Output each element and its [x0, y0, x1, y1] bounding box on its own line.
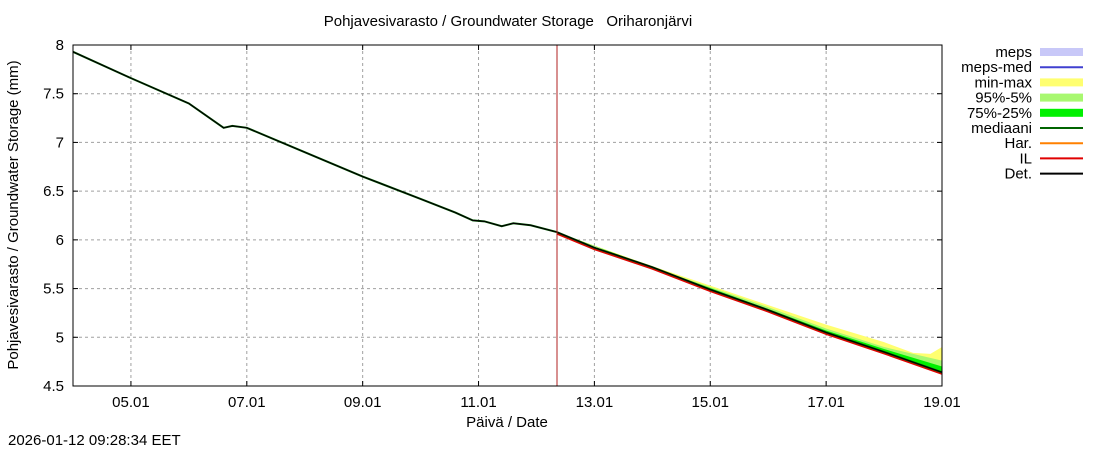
y-tick-label: 8	[56, 37, 64, 54]
legend-label: Har.	[1004, 135, 1032, 152]
x-tick-label: 07.01	[228, 394, 266, 411]
y-tick-label: 6	[56, 232, 64, 249]
legend-swatch	[1040, 108, 1083, 117]
y-tick-label: 5	[56, 329, 64, 346]
y-tick-label: 4.5	[43, 378, 64, 395]
series-lines	[72, 50, 943, 375]
legend-swatch	[1040, 48, 1083, 56]
legend-label: 95%-5%	[975, 90, 1032, 107]
x-tick-label: 09.01	[344, 394, 382, 411]
grid-lines	[73, 45, 942, 386]
legend-label: meps-med	[961, 59, 1032, 76]
y-tick-label: 6.5	[43, 183, 64, 200]
x-tick-label: 19.01	[923, 394, 961, 411]
x-tick-label: 15.01	[691, 394, 729, 411]
x-axis-ticks: 05.01 07.01 09.01 11.01 13.01 15.01 17.01 19.01	[112, 45, 961, 411]
x-tick-label: 17.01	[807, 394, 845, 411]
y-tick-label: 5.5	[43, 281, 64, 298]
chart-title: Pohjavesivarasto / Groundwater Storage O…	[324, 13, 693, 30]
plot-frame	[72, 44, 943, 387]
legend-label: Det.	[1004, 166, 1032, 183]
x-tick-label: 05.01	[112, 394, 150, 411]
legend-swatch	[1040, 93, 1083, 102]
legend-label: min-max	[974, 74, 1032, 91]
y-tick-label: 7	[56, 134, 64, 151]
timestamp: 2026-01-12 09:28:34 EET	[8, 432, 181, 449]
y-axis-ticks: 8 7.5 7 6.5 6 5.5 5 4.5	[43, 37, 942, 395]
legend-label: 75%-25%	[967, 105, 1032, 122]
x-tick-label: 11.01	[460, 394, 496, 411]
y-tick-label: 7.5	[43, 86, 64, 103]
x-tick-label: 13.01	[576, 394, 614, 411]
y-axis-label: Pohjavesivarasto / Groundwater Storage (…	[5, 60, 22, 369]
legend-swatch	[1040, 78, 1083, 87]
x-axis-label: Päivä / Date	[466, 414, 548, 431]
legend: mepsmeps-medmin-max95%-5%75%-25%mediaani…	[961, 44, 1083, 183]
legend-label: IL	[1019, 150, 1032, 167]
legend-label: meps	[995, 44, 1032, 61]
legend-label: mediaani	[971, 120, 1032, 137]
